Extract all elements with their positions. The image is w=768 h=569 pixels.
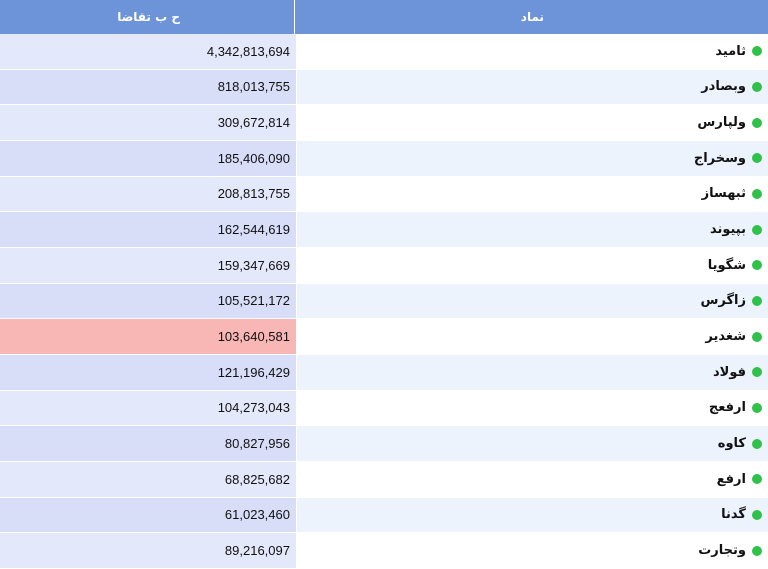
demand-value: 61,023,460: [0, 497, 297, 533]
demand-value: 309,672,814: [0, 105, 297, 140]
status-dot-icon: [752, 260, 762, 271]
table-row[interactable]: 89,216,097 وتجارت: [0, 533, 768, 569]
symbol-label[interactable]: وسخراج: [693, 150, 746, 166]
status-dot-icon: [752, 153, 762, 164]
symbol-cell: ولپارس: [297, 105, 768, 140]
symbol-label[interactable]: کاوه: [717, 436, 746, 452]
table-row[interactable]: 61,023,460 گدنا: [0, 497, 768, 534]
table-header: ح ب تقاضا نماد: [0, 0, 768, 34]
symbol-cell: شغدیر: [297, 319, 768, 354]
table-row[interactable]: 159,347,669 شگویا: [0, 247, 768, 284]
symbol-label[interactable]: وبصادر: [701, 79, 746, 95]
table-row[interactable]: 104,273,043 ارفعج: [0, 390, 768, 427]
symbol-cell: کاوه: [297, 426, 768, 461]
status-dot-icon: [752, 367, 762, 378]
table-row[interactable]: 80,827,956 کاوه: [0, 426, 768, 462]
symbol-label[interactable]: ولپارس: [697, 115, 746, 131]
symbol-label[interactable]: وتجارت: [698, 543, 746, 559]
symbol-label[interactable]: گدنا: [721, 507, 746, 523]
table-row[interactable]: 818,013,755 وبصادر: [0, 69, 768, 106]
demand-value: 105,521,172: [0, 283, 297, 319]
symbol-label[interactable]: شغدیر: [705, 329, 746, 345]
status-dot-icon: [752, 402, 762, 413]
symbol-cell: ثبهساز: [297, 176, 768, 212]
symbol-label[interactable]: بپیوند: [709, 222, 746, 238]
demand-value: 162,544,619: [0, 212, 297, 247]
symbol-label[interactable]: ارفعج: [708, 400, 746, 416]
symbol-cell: ارفع: [297, 461, 768, 497]
demand-value: 818,013,755: [0, 69, 297, 105]
table-row[interactable]: 208,813,755 ثبهساز: [0, 176, 768, 213]
status-dot-icon: [752, 188, 762, 199]
symbol-label[interactable]: شگویا: [707, 257, 746, 273]
symbol-label[interactable]: ارفع: [716, 471, 746, 487]
demand-value: 121,196,429: [0, 354, 297, 390]
status-dot-icon: [752, 545, 762, 556]
demand-value: 185,406,090: [0, 140, 297, 176]
status-dot-icon: [752, 474, 762, 485]
column-header-demand[interactable]: ح ب تقاضا: [0, 0, 295, 34]
symbol-cell: بپیوند: [297, 212, 768, 247]
demand-value: 104,273,043: [0, 390, 297, 426]
status-dot-icon: [752, 438, 762, 449]
demand-value: 103,640,581: [0, 319, 297, 354]
symbol-cell: وتجارت: [297, 533, 768, 568]
symbol-label[interactable]: ثامید: [715, 43, 746, 59]
symbol-label[interactable]: ثبهساز: [701, 186, 746, 202]
status-dot-icon: [752, 81, 762, 92]
table-row-highlighted[interactable]: 103,640,581 شغدیر: [0, 319, 768, 355]
symbol-cell: ارفعج: [297, 390, 768, 426]
demand-value: 208,813,755: [0, 176, 297, 212]
status-dot-icon: [752, 331, 762, 342]
status-dot-icon: [752, 46, 762, 57]
table-row[interactable]: 162,544,619 بپیوند: [0, 212, 768, 248]
symbol-cell: فولاد: [297, 354, 768, 390]
demand-value: 4,342,813,694: [0, 34, 297, 69]
table-row[interactable]: 185,406,090 وسخراج: [0, 140, 768, 177]
symbol-cell: گدنا: [297, 497, 768, 533]
status-dot-icon: [752, 509, 762, 520]
symbol-label[interactable]: زاگرس: [700, 293, 746, 309]
demand-value: 159,347,669: [0, 247, 297, 283]
status-dot-icon: [752, 295, 762, 306]
symbol-cell: ثامید: [297, 34, 768, 69]
status-dot-icon: [752, 224, 762, 235]
column-header-symbol[interactable]: نماد: [520, 10, 544, 24]
symbol-label[interactable]: فولاد: [712, 364, 746, 380]
table-row[interactable]: 105,521,172 زاگرس: [0, 283, 768, 320]
demand-value: 68,825,682: [0, 461, 297, 497]
symbol-cell: زاگرس: [297, 283, 768, 319]
symbol-cell: وسخراج: [297, 140, 768, 176]
symbol-cell: شگویا: [297, 247, 768, 283]
symbol-cell: وبصادر: [297, 69, 768, 105]
table-row[interactable]: 309,672,814 ولپارس: [0, 105, 768, 141]
table-row[interactable]: 68,825,682 ارفع: [0, 461, 768, 498]
table-row[interactable]: 121,196,429 فولاد: [0, 354, 768, 391]
demand-value: 89,216,097: [0, 533, 297, 568]
status-dot-icon: [752, 117, 762, 128]
demand-value: 80,827,956: [0, 426, 297, 461]
table-row[interactable]: 4,342,813,694 ثامید: [0, 34, 768, 70]
